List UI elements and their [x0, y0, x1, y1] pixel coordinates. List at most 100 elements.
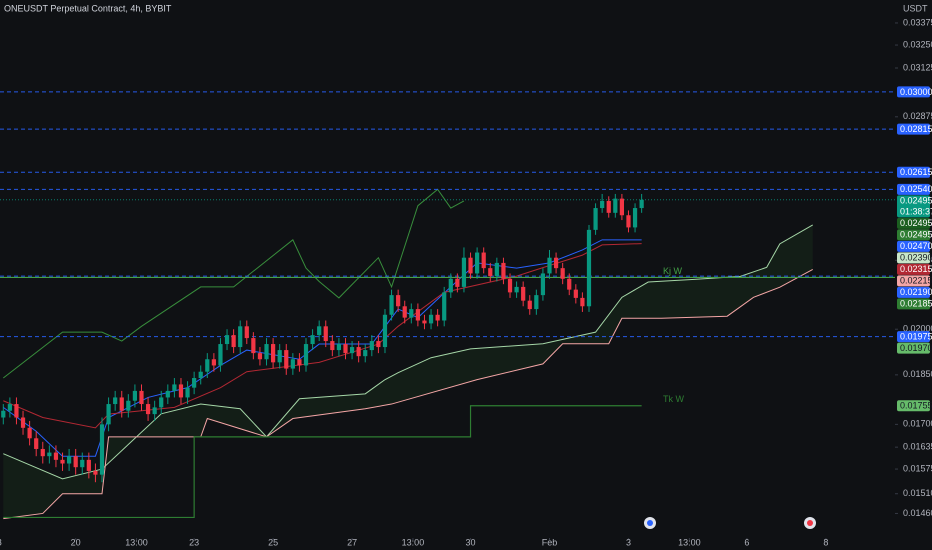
candle-body [224, 335, 230, 345]
candle-body [192, 378, 197, 388]
x-tick-label: 23 [189, 537, 199, 547]
candle-body [567, 278, 572, 290]
candle-body [560, 268, 565, 279]
price-axis: 0.033750.032500.031250.028750.022500.020… [895, 17, 932, 518]
candle-body [363, 350, 368, 357]
candle-body [185, 387, 190, 398]
candle-body [1, 410, 6, 418]
candle-body [106, 404, 111, 425]
candle-body [402, 306, 407, 318]
candle-body [573, 289, 578, 298]
candle-body [382, 314, 388, 348]
candle-body [178, 384, 184, 398]
plot-area [0, 91, 895, 520]
price-label: 0.02215 [900, 276, 932, 286]
y-tick-label: 0.01635 [903, 442, 932, 452]
candle-body [521, 286, 526, 301]
candle-body [14, 404, 19, 418]
candle-body [455, 278, 460, 287]
price-label: 0.02185 [900, 299, 932, 309]
candle-body [343, 344, 348, 354]
series-label: Tk W [663, 394, 684, 404]
candle-body [198, 371, 203, 379]
price-label-box [897, 195, 930, 218]
candle-body [251, 338, 256, 354]
price-label-box [897, 342, 930, 354]
candle-body [60, 459, 65, 464]
series-line [2, 239, 642, 457]
price-label-box [897, 240, 930, 252]
candle-body [277, 350, 282, 363]
chart-title: ONEUSDT Perpetual Contract, 4h, BYBIT [4, 3, 172, 13]
candle-body [238, 326, 243, 348]
price-label: 0.01975 [900, 331, 932, 341]
candle-body [284, 350, 289, 369]
price-label: 0.02815 [900, 124, 932, 134]
candle-body [422, 320, 427, 324]
candle-body [113, 397, 118, 405]
price-label: 0.02495 [900, 218, 932, 228]
candle-body [442, 292, 447, 321]
candle-body [297, 359, 302, 366]
price-label: 0.03000 [900, 87, 932, 97]
cloud-fill [3, 224, 813, 519]
candle-body [600, 200, 605, 209]
candle-body [257, 353, 263, 360]
candle-body [132, 390, 138, 401]
price-label: 0.02470 [900, 241, 932, 251]
series-line [3, 269, 813, 520]
price-label-box [897, 123, 930, 135]
candle-body [586, 229, 592, 307]
candle-body [435, 314, 440, 321]
candle-body [593, 208, 598, 230]
candle-body [159, 397, 164, 408]
candle-body [244, 326, 249, 339]
candle-body [639, 199, 644, 209]
candle-body [527, 300, 532, 310]
candle-body [290, 359, 295, 369]
event-icon-dot [807, 520, 813, 526]
candle-body [501, 262, 506, 279]
x-tick-label: 6 [744, 537, 749, 547]
price-label-box [897, 331, 930, 343]
candle-body [553, 257, 559, 269]
candle-body [323, 326, 328, 342]
x-tick-label: 13:00 [125, 537, 148, 547]
y-tick-label: 0.01575 [903, 463, 932, 473]
candle-body [86, 459, 91, 471]
x-tick-label: 13:00 [678, 537, 701, 547]
x-tick-label: 27 [347, 537, 357, 547]
x-tick-label: 18 [0, 537, 2, 547]
price-label: 0.01755 [900, 401, 932, 411]
candle-body [73, 456, 78, 468]
candle-body [626, 215, 631, 228]
price-label: 0.02190 [900, 287, 932, 297]
price-label-box [897, 166, 930, 178]
candle-body [119, 397, 124, 411]
candle-body [619, 198, 624, 216]
candle-body [66, 456, 72, 464]
candle-body [211, 359, 216, 366]
candle-body [547, 257, 552, 274]
candle-body [165, 390, 170, 398]
candle-body [349, 347, 355, 354]
candle-body [218, 344, 223, 366]
price-label-box [897, 229, 930, 241]
y-tick-label: 0.03375 [903, 17, 932, 27]
candle-body [231, 335, 236, 348]
candle-body [40, 448, 45, 457]
y-tick-label: 0.02875 [903, 111, 932, 121]
candle-body [330, 341, 335, 351]
candle-body [468, 257, 473, 274]
price-label-box [897, 286, 930, 298]
candle-body [172, 384, 177, 391]
candle-body [606, 200, 611, 213]
candle-body [145, 404, 151, 415]
price-label: 0.02540 [900, 184, 932, 194]
candle-body [34, 438, 39, 449]
